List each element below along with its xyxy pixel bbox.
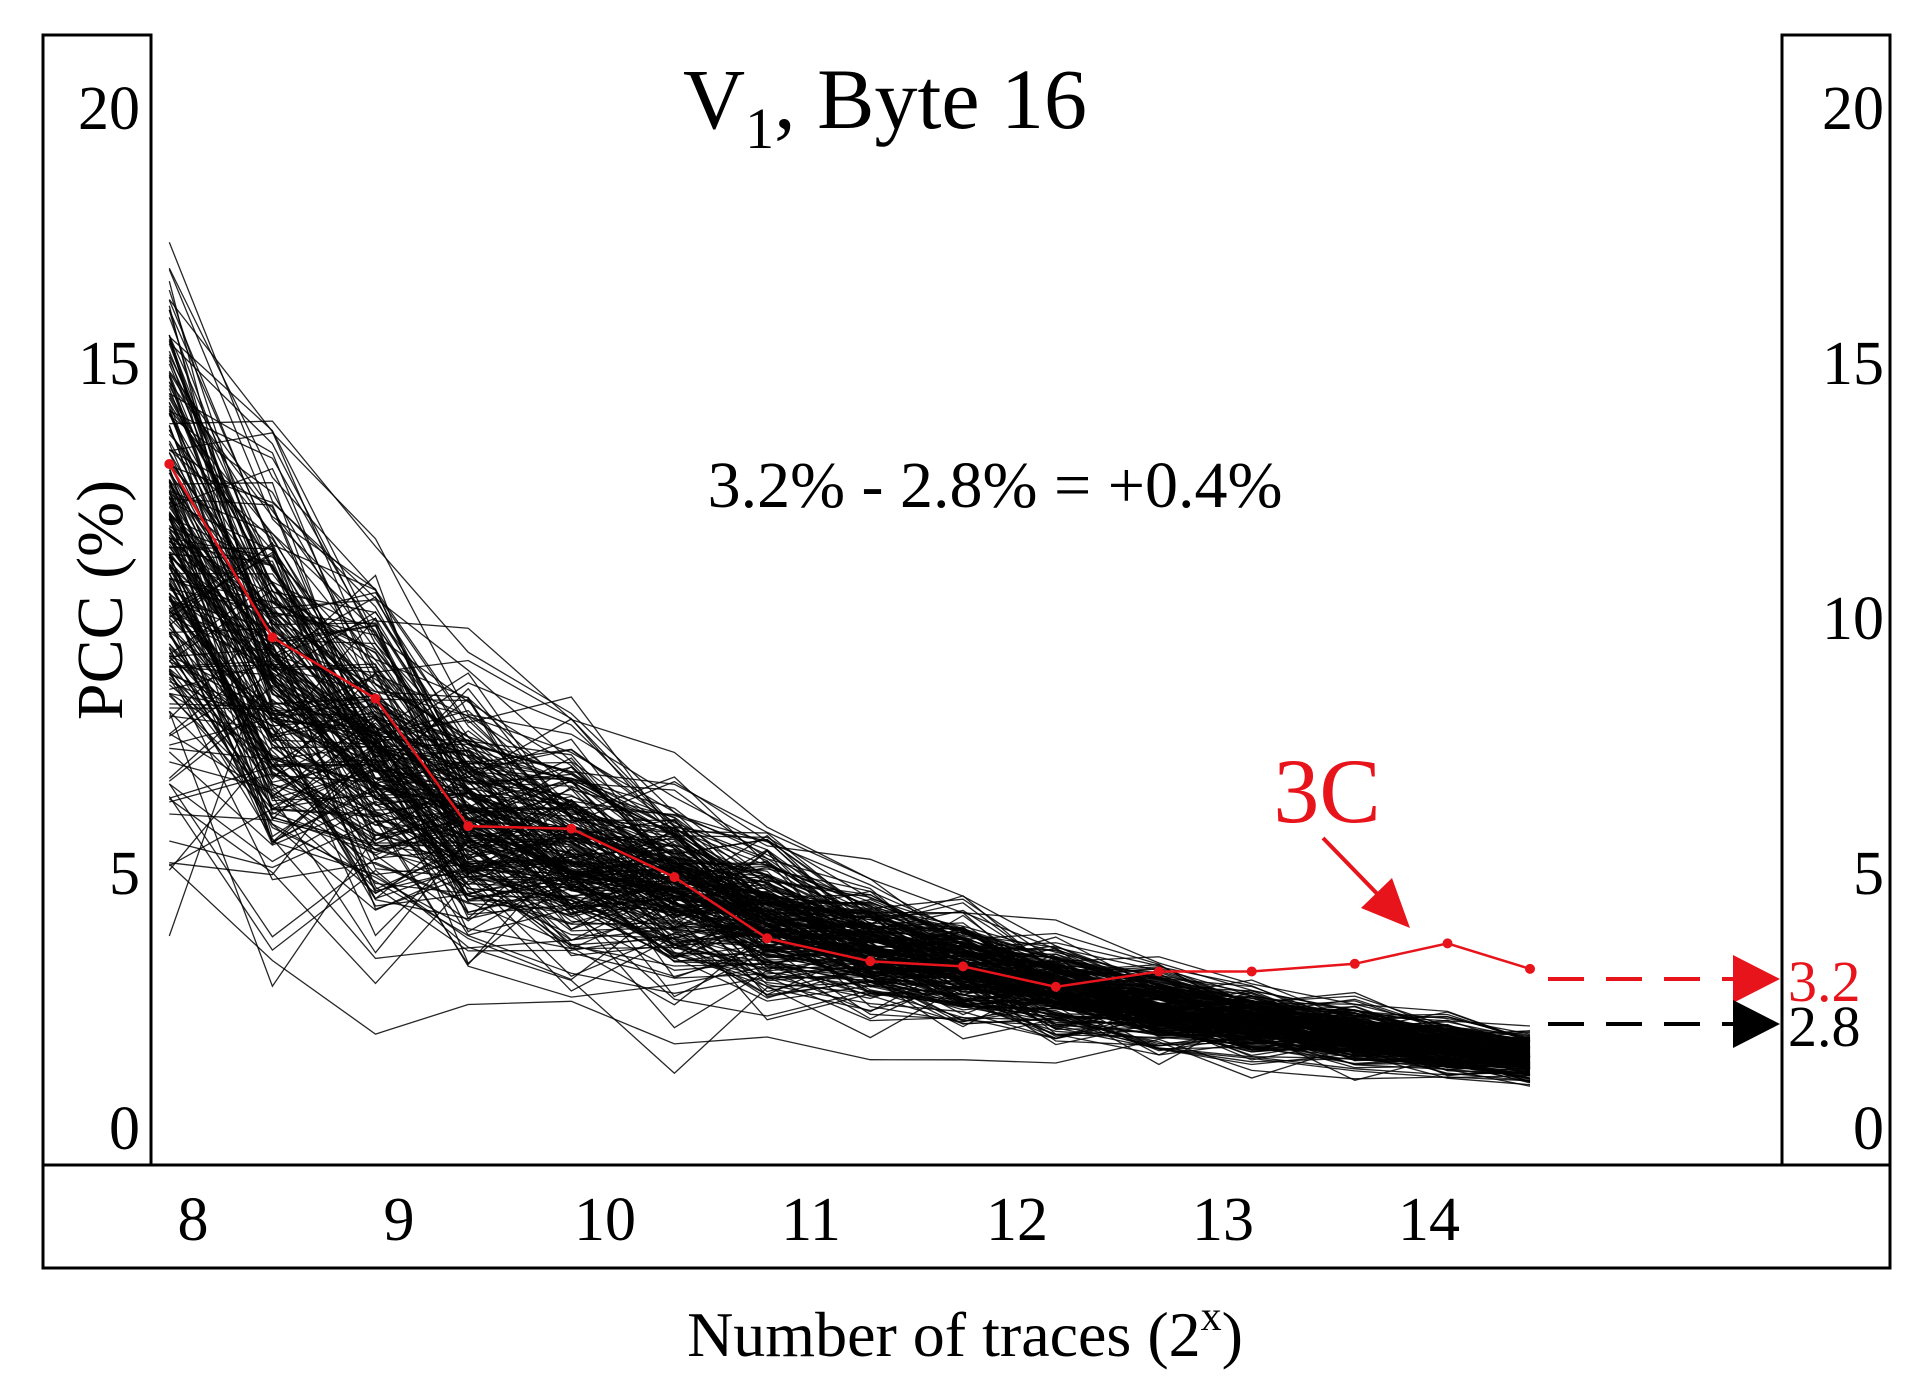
title-main: V (683, 51, 745, 147)
background-trace (168, 863, 1531, 1082)
series-point (669, 872, 680, 883)
background-trace (168, 515, 1531, 1058)
x-tick: 10 (574, 1186, 636, 1254)
background-trace (168, 648, 1531, 1069)
value-markers: 3.22.8 (1548, 949, 1861, 1059)
highlight-arrow-head (1361, 878, 1410, 928)
background-trace (169, 813, 1531, 1076)
series-point (1246, 966, 1257, 977)
series-point (463, 821, 474, 832)
background-trace (168, 593, 1531, 1056)
title-subscript: 1 (745, 96, 774, 161)
background-trace (168, 650, 1531, 1067)
background-trace (169, 703, 1531, 1077)
x-tick: 12 (986, 1186, 1048, 1254)
background-trace (168, 648, 1531, 1079)
y-tick-left: 0 (109, 1095, 140, 1163)
background-trace (169, 497, 1531, 1049)
y-tick-right: 20 (1822, 75, 1884, 143)
background-trace (168, 429, 1531, 1059)
y-tick-right: 10 (1822, 585, 1884, 653)
x-axis-label-superscript: x (1201, 1294, 1222, 1340)
y-tick-left: 20 (78, 75, 140, 143)
chart-title: V1, Byte 16 (683, 51, 1087, 161)
background-trace (168, 356, 1531, 1046)
marker-arrow-head (1733, 1000, 1780, 1048)
background-trace (169, 614, 1531, 1055)
series-point (762, 933, 773, 944)
marker-label: 3.2 (1788, 949, 1861, 1014)
marker-arrow-head (1733, 955, 1780, 1003)
x-tick: 8 (178, 1186, 209, 1254)
background-trace (169, 660, 1531, 1052)
series-point (865, 956, 876, 967)
y-tick-left: 5 (109, 840, 140, 908)
background-trace (168, 373, 1531, 1049)
series-point (370, 693, 381, 704)
x-tick: 11 (781, 1186, 841, 1254)
series-point (164, 459, 175, 469)
x-axis-label-close: ) (1222, 1299, 1243, 1370)
series-point (566, 823, 577, 834)
background-trace (168, 336, 1531, 1040)
series-point (267, 632, 278, 643)
background-trace (168, 695, 1531, 1076)
x-tick: 9 (384, 1186, 415, 1254)
series-point (958, 961, 969, 972)
x-tick: 14 (1398, 1186, 1460, 1254)
y-tick-left: 15 (78, 330, 140, 398)
x-axis-label: Number of traces (2x) (687, 1294, 1243, 1370)
background-trace (169, 673, 1531, 1056)
title-rest: , Byte 16 (774, 51, 1087, 147)
y-tick-right: 5 (1853, 840, 1884, 908)
series-point (1525, 963, 1535, 974)
background-trace (168, 516, 1531, 1060)
background-trace (168, 267, 1531, 1027)
y-axis-label: PCC (%) (64, 480, 137, 720)
highlight-label-3c: 3C (1273, 740, 1380, 842)
background-trace (169, 420, 1531, 1042)
series-point (1349, 958, 1360, 969)
y-tick-right: 15 (1822, 330, 1884, 398)
marker-label: 2.8 (1788, 994, 1861, 1059)
background-trace (168, 541, 1531, 1070)
x-axis-box (41, 1163, 1892, 1270)
background-trace (169, 627, 1531, 1077)
y-tick-right: 0 (1853, 1095, 1884, 1163)
background-trace (168, 620, 1531, 1067)
background-trace (169, 432, 1531, 1040)
background-trace (168, 671, 1531, 1076)
background-trace (168, 381, 1531, 1043)
series-point (1442, 938, 1453, 949)
series-point (1050, 981, 1061, 992)
difference-annotation: 3.2% - 2.8% = +0.4% (708, 449, 1283, 522)
x-tick: 13 (1192, 1186, 1254, 1254)
highlight-series (164, 459, 1535, 992)
x-axis-label-main: Number of traces (2 (687, 1299, 1201, 1370)
series-point (1153, 966, 1164, 977)
background-traces (168, 242, 1531, 1087)
